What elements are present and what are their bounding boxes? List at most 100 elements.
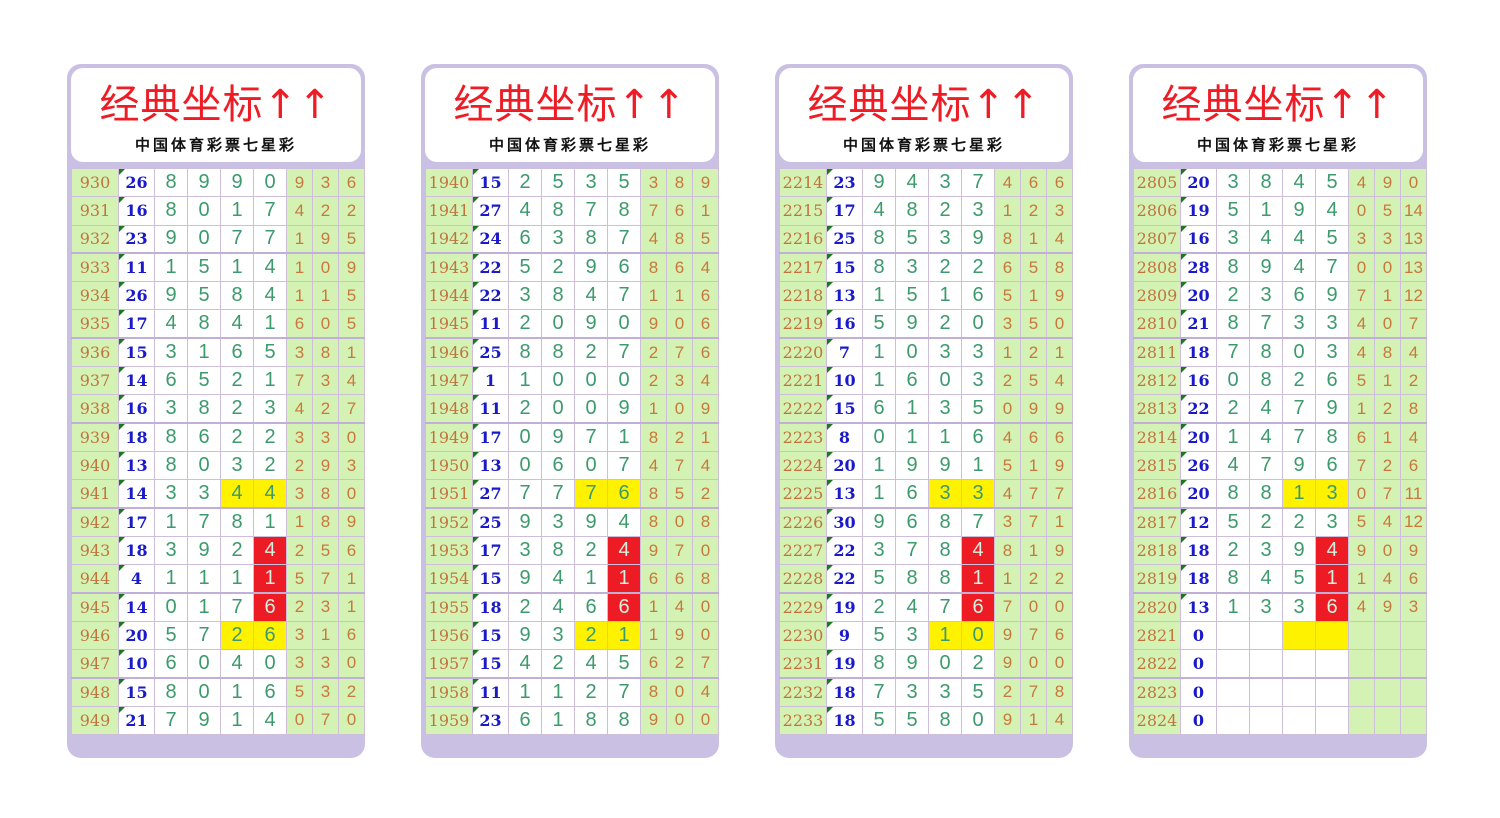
draw-number: 2216 [779, 224, 827, 255]
extra-digit-cell: 1 [1374, 281, 1401, 311]
digit-cell: 8 [1315, 422, 1349, 452]
extra-digit-cell: 3 [1400, 592, 1427, 622]
digit-cell [1315, 677, 1349, 707]
digit-cell: 8 [1249, 167, 1283, 198]
extra-digit-cell: 6 [692, 337, 719, 368]
extra-digit-cell: 0 [692, 620, 719, 651]
extra-digit-cell: 2 [286, 450, 313, 481]
table-row: 1951 27 7 7 7 6 8 5 2 [425, 479, 719, 510]
extra-digit-cell: 13 [1400, 224, 1427, 255]
digit-cell: 5 [253, 337, 287, 368]
extra-digit-cell: 1 [994, 196, 1021, 226]
extra-digit-cell: 0 [1374, 309, 1401, 340]
sum-value: 20 [1180, 479, 1217, 510]
extra-digit-cell: 1 [1374, 422, 1401, 452]
extra-digit-cell: 7 [994, 592, 1021, 622]
digit-cell [1282, 649, 1316, 679]
digit-cell: 1 [220, 196, 254, 226]
table-row: 934 26 9 5 8 4 1 1 5 [71, 281, 365, 311]
digit-cell: 9 [895, 450, 929, 481]
table-row: 937 14 6 5 2 1 7 3 4 [71, 366, 365, 396]
sum-value: 20 [118, 620, 155, 651]
draw-number: 2821 [1133, 620, 1181, 651]
digit-cell: 5 [187, 252, 221, 283]
digit-cell: 7 [928, 592, 962, 622]
table-row: 2228 22 5 8 8 1 1 2 2 [779, 564, 1073, 594]
panel-title: 经典坐标↑↑ [99, 82, 333, 128]
extra-digit-cell: 8 [312, 479, 339, 510]
extra-digit-cell: 1 [994, 564, 1021, 594]
digit-cell: 3 [1249, 592, 1283, 622]
digit-cell: 5 [1315, 224, 1349, 255]
panel-header: 经典坐标↑↑ 中国体育彩票七星彩 [71, 68, 361, 162]
extra-digit-cell: 3 [994, 309, 1021, 340]
draw-number: 1940 [425, 167, 473, 198]
digit-cell: 9 [154, 224, 188, 255]
digit-cell: 0 [928, 649, 962, 679]
extra-digit-cell: 9 [666, 620, 693, 651]
digit-cell: 5 [1282, 564, 1316, 594]
extra-digit-cell: 7 [1348, 450, 1375, 481]
digit-cell: 7 [1216, 337, 1250, 368]
digit-cell: 0 [508, 450, 542, 481]
digit-cell: 4 [1282, 167, 1316, 198]
digit-cell: 7 [607, 224, 641, 255]
digit-cell: 2 [574, 535, 608, 566]
sum-value: 25 [826, 224, 863, 255]
draw-number: 938 [71, 394, 119, 425]
digit-cell: 2 [961, 649, 995, 679]
extra-digit-cell: 1 [692, 422, 719, 452]
digit-cell: 2 [1216, 394, 1250, 425]
digit-cell: 4 [574, 281, 608, 311]
digit-cell: 3 [154, 479, 188, 510]
extra-digit-cell: 0 [1348, 252, 1375, 283]
digit-cell: 4 [1249, 422, 1283, 452]
digit-cell: 0 [541, 366, 575, 396]
extra-digit-cell: 1 [1374, 366, 1401, 396]
extra-digit-cell [1374, 705, 1401, 735]
extra-digit-cell: 0 [1374, 252, 1401, 283]
table-row: 944 4 1 1 1 1 5 7 1 [71, 564, 365, 594]
digit-cell: 9 [508, 564, 542, 594]
table-row: 2815 26 4 7 9 6 7 2 6 [1133, 450, 1427, 481]
extra-digit-cell: 2 [640, 337, 667, 368]
extra-digit-cell: 0 [666, 705, 693, 735]
digit-cell: 2 [574, 620, 608, 651]
digit-cell: 3 [1315, 309, 1349, 340]
sum-value: 19 [826, 592, 863, 622]
digit-cell: 6 [895, 507, 929, 537]
digit-cell: 3 [1315, 507, 1349, 537]
digit-cell: 4 [253, 705, 287, 735]
digit-cell: 1 [220, 705, 254, 735]
draw-number: 1945 [425, 309, 473, 340]
extra-digit-cell: 8 [666, 167, 693, 198]
digit-cell: 4 [253, 535, 287, 566]
extra-digit-cell: 4 [1348, 309, 1375, 340]
draw-number: 2806 [1133, 196, 1181, 226]
digit-cell [1315, 649, 1349, 679]
digit-cell: 2 [1216, 535, 1250, 566]
digit-cell: 1 [187, 337, 221, 368]
digit-cell: 8 [928, 507, 962, 537]
draw-number: 2220 [779, 337, 827, 368]
digit-cell: 1 [253, 507, 287, 537]
extra-digit-cell: 12 [1400, 507, 1427, 537]
extra-digit-cell: 9 [1046, 394, 1073, 425]
digit-cell: 2 [928, 309, 962, 340]
digit-cell: 5 [862, 564, 896, 594]
extra-digit-cell: 0 [666, 394, 693, 425]
extra-digit-cell: 9 [338, 507, 365, 537]
sum-value: 9 [826, 620, 863, 651]
extra-digit-cell: 8 [640, 677, 667, 707]
draw-number: 1947 [425, 366, 473, 396]
table-row: 1947 1 1 0 0 0 2 3 4 [425, 366, 719, 396]
digit-cell: 9 [1282, 535, 1316, 566]
table-row: 2216 25 8 5 3 9 8 1 4 [779, 224, 1073, 255]
digit-cell: 0 [541, 309, 575, 340]
extra-digit-cell: 0 [286, 705, 313, 735]
digit-cell: 4 [253, 479, 287, 510]
extra-digit-cell [1400, 649, 1427, 679]
sum-value: 17 [826, 196, 863, 226]
digit-cell [1282, 705, 1316, 735]
sum-value: 0 [1180, 649, 1217, 679]
